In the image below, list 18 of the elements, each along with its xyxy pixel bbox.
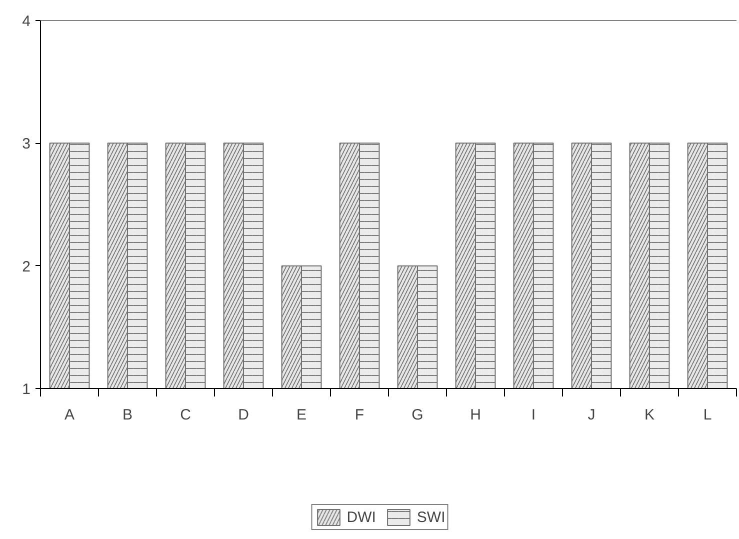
legend-label: DWI (346, 508, 376, 527)
y-tick-label: 3 (22, 136, 30, 153)
y-tick-label: 4 (22, 13, 30, 30)
x-tick-label: A (64, 406, 75, 424)
x-tick-label: I (531, 406, 536, 424)
x-tick-label: L (703, 406, 712, 424)
x-tick-label: H (470, 406, 481, 424)
legend-label: SWI (416, 508, 446, 527)
x-tick-label: G (412, 406, 424, 424)
x-tick-label: B (122, 406, 133, 424)
x-tick-label: C (180, 406, 192, 424)
x-tick-label: K (644, 406, 655, 424)
y-tick-label: 2 (22, 258, 30, 276)
x-tick-label: J (588, 406, 596, 424)
x-tick-label: F (354, 406, 364, 424)
y-tick-label: 1 (22, 381, 30, 398)
x-tick-label: E (296, 406, 307, 424)
x-tick-label: D (238, 406, 250, 424)
